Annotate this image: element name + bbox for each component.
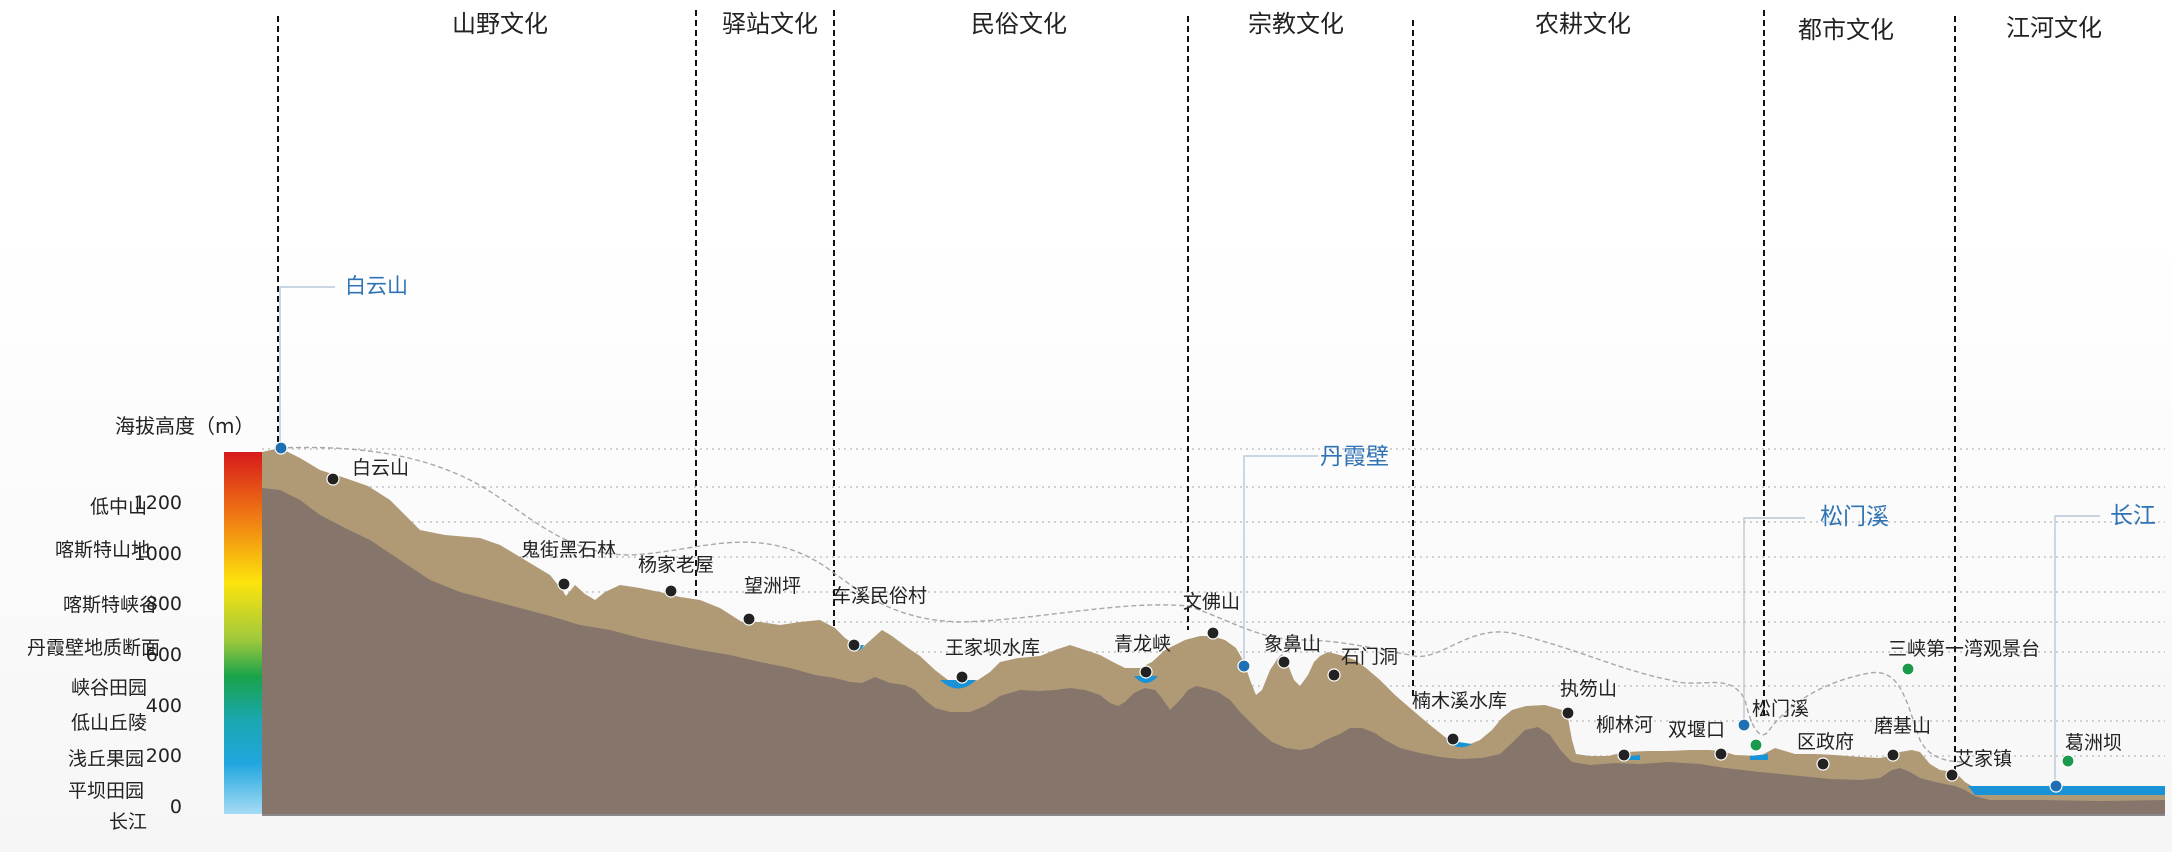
zone-label: 宗教文化 xyxy=(1248,10,1344,38)
axis-tick: 0 xyxy=(170,796,182,818)
axis-tick: 600 xyxy=(146,644,182,666)
marker xyxy=(1327,668,1341,682)
route-line xyxy=(279,446,1969,763)
marker xyxy=(1139,665,1153,679)
place-label: 葛洲坝 xyxy=(2065,732,2122,754)
marker xyxy=(742,612,756,626)
place-markers xyxy=(274,441,2075,793)
place-label: 象鼻山 xyxy=(1264,633,1321,655)
terrain-class-label: 长江 xyxy=(109,811,147,833)
place-label: 三峡第一湾观景台 xyxy=(1888,638,2040,660)
axis-tick: 1200 xyxy=(134,492,182,514)
callout-leader xyxy=(1743,517,1805,725)
marker xyxy=(557,577,571,591)
place-label: 青龙峡 xyxy=(1114,633,1171,655)
terrain-bedrock-layer xyxy=(262,488,2165,814)
terrain-class-label: 喀斯特山地 xyxy=(55,539,150,561)
zone-label: 都市文化 xyxy=(1798,16,1894,44)
marker-green xyxy=(2061,754,2075,768)
zone-label: 民俗文化 xyxy=(971,10,1067,38)
marker-green xyxy=(1901,662,1915,676)
place-label: 执笏山 xyxy=(1560,678,1617,700)
color-scale-bar xyxy=(224,452,262,814)
place-label: 区政府 xyxy=(1797,731,1854,753)
place-label: 磨基山 xyxy=(1874,715,1931,737)
marker xyxy=(847,638,861,652)
place-label: 楠木溪水库 xyxy=(1412,690,1507,712)
marker xyxy=(1206,626,1220,640)
place-label: 文佛山 xyxy=(1183,591,1240,613)
axis-title: 海拔高度（m） xyxy=(115,414,254,438)
zone-labels: 山野文化 驿站文化 民俗文化 宗教文化 农耕文化 都市文化 江河文化 xyxy=(452,10,2102,44)
terrain-class-label: 峡谷田园 xyxy=(71,677,147,699)
place-label: 望洲坪 xyxy=(744,575,801,597)
water-reservoir xyxy=(940,680,976,689)
place-label: 杨家老屋 xyxy=(638,554,714,576)
terrain-class-label: 浅丘果园 xyxy=(68,748,144,770)
marker xyxy=(1561,706,1575,720)
place-label: 石门洞 xyxy=(1341,646,1398,668)
place-label: 柳林河 xyxy=(1596,714,1653,736)
callout-changjiang: 长江 xyxy=(2110,503,2156,529)
zone-dividers xyxy=(277,10,1956,770)
terrain-class-label: 丹霞壁地质断面 xyxy=(27,637,160,659)
axis-tick: 800 xyxy=(146,593,182,615)
marker-green xyxy=(1749,738,1763,752)
place-label: 车溪民俗村 xyxy=(832,585,927,607)
zone-label: 农耕文化 xyxy=(1535,10,1631,38)
terrain-class-label: 低山丘陵 xyxy=(71,712,147,734)
callout-leaders xyxy=(279,286,2100,785)
place-labels: 白云山 鬼街黑石林 杨家老屋 望洲坪 车溪民俗村 王家坝水库 青龙峡 文佛山 象… xyxy=(352,457,2122,770)
zone-label: 驿站文化 xyxy=(722,10,818,38)
marker-blue xyxy=(2049,779,2063,793)
marker xyxy=(1945,768,1959,782)
marker xyxy=(1886,748,1900,762)
water-bodies xyxy=(852,645,2165,795)
callout-leader xyxy=(279,286,335,448)
place-label: 松门溪 xyxy=(1752,698,1809,720)
marker-blue xyxy=(1237,659,1251,673)
terrain-class-label: 喀斯特峡谷 xyxy=(63,594,158,616)
place-label: 王家坝水库 xyxy=(945,637,1040,659)
terrain-class-label: 平坝田园 xyxy=(68,780,144,802)
marker xyxy=(1277,655,1291,669)
axis-tick: 400 xyxy=(146,695,182,717)
marker xyxy=(1816,757,1830,771)
callout-leader xyxy=(1243,455,1318,666)
water-river xyxy=(1968,786,2165,795)
marker xyxy=(326,472,340,486)
marker xyxy=(1714,747,1728,761)
zone-label: 江河文化 xyxy=(2006,14,2102,42)
axis-tick: 200 xyxy=(146,745,182,767)
water-stream xyxy=(1750,754,1768,760)
place-label: 双堰口 xyxy=(1668,719,1725,741)
marker-blue xyxy=(274,441,288,455)
marker xyxy=(1446,732,1460,746)
callout-leader xyxy=(2054,515,2100,785)
marker xyxy=(1617,748,1631,762)
water-reservoir xyxy=(1134,676,1158,683)
marker xyxy=(664,584,678,598)
place-label: 白云山 xyxy=(352,457,409,479)
place-label: 鬼街黑石林 xyxy=(521,539,616,561)
marker-blue xyxy=(1737,718,1751,732)
callout-baiyunshan: 白云山 xyxy=(345,274,408,298)
terrain xyxy=(262,448,2165,816)
callouts: 白云山 丹霞壁 松门溪 长江 xyxy=(345,274,2156,530)
axis-tick: 1000 xyxy=(134,543,182,565)
marker xyxy=(955,670,969,684)
place-label: 艾家镇 xyxy=(1955,748,2012,770)
elevation-scale: 海拔高度（m） 1200 1000 800 600 400 200 0 低中山 … xyxy=(27,414,262,833)
terrain-class-label: 低中山 xyxy=(90,496,147,518)
zone-label: 山野文化 xyxy=(452,10,548,38)
callout-songmenxi: 松门溪 xyxy=(1820,504,1889,530)
callout-danxiabi: 丹霞壁 xyxy=(1320,444,1389,470)
